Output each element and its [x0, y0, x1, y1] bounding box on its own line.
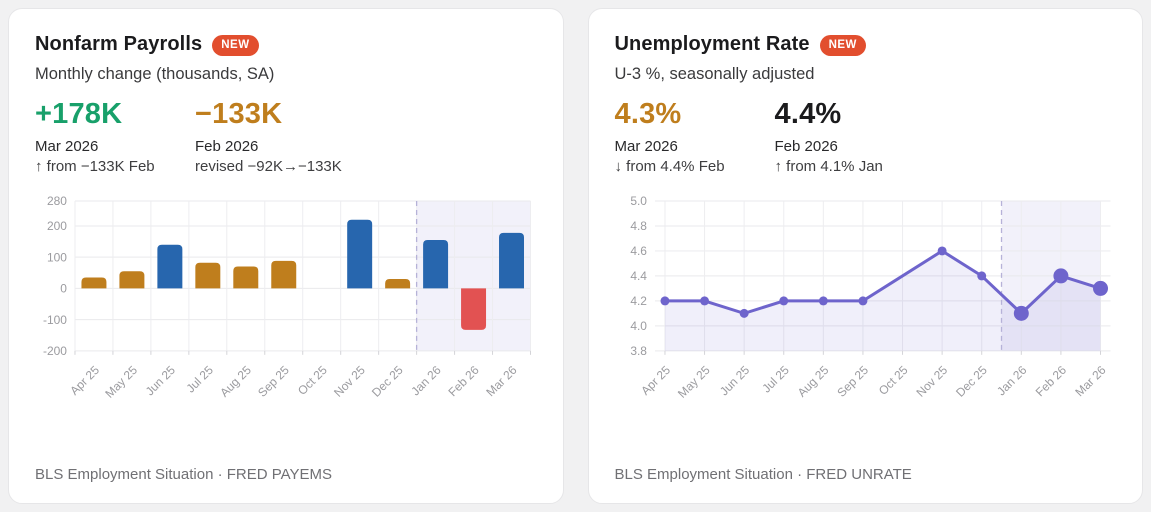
svg-text:Jun 25: Jun 25 — [716, 363, 752, 399]
svg-text:Jul 25: Jul 25 — [183, 363, 216, 396]
svg-text:Feb 26: Feb 26 — [1032, 363, 1068, 399]
stat-note: ↓ from 4.4% Feb — [614, 157, 725, 175]
stats-row: 4.3% Mar 2026 ↓ from 4.4% Feb 4.4% Feb 2… — [614, 98, 1117, 175]
card-title: Unemployment Rate — [614, 33, 810, 55]
svg-text:Aug 25: Aug 25 — [794, 363, 831, 400]
card-header: Nonfarm Payrolls NEW — [35, 33, 537, 56]
svg-text:5.0: 5.0 — [630, 194, 647, 208]
stat-note: revised −92K→−133K — [195, 157, 342, 175]
svg-text:100: 100 — [47, 250, 67, 264]
card-subtitle: Monthly change (thousands, SA) — [35, 65, 275, 83]
stat-value: 4.3% — [614, 98, 682, 130]
svg-text:4.8: 4.8 — [630, 219, 647, 233]
svg-text:May 25: May 25 — [675, 363, 713, 401]
card-title: Nonfarm Payrolls — [35, 33, 203, 55]
svg-text:4.4: 4.4 — [630, 269, 647, 283]
stat-value: −133K — [195, 98, 283, 130]
stats-row: +178K Mar 2026 ↑ from −133K Feb −133K Fe… — [35, 98, 537, 175]
svg-text:-100: -100 — [43, 313, 67, 327]
svg-text:Oct 25: Oct 25 — [295, 363, 330, 398]
stat-previous: −133K Feb 2026 revised −92K→−133K — [195, 98, 355, 175]
svg-text:Mar 26: Mar 26 — [1072, 363, 1108, 399]
svg-text:Jan 26: Jan 26 — [408, 363, 444, 399]
stat-note: ↑ from −133K Feb — [35, 157, 155, 175]
svg-text:200: 200 — [47, 219, 67, 233]
svg-text:4.2: 4.2 — [630, 294, 647, 308]
stat-latest: 4.3% Mar 2026 ↓ from 4.4% Feb — [614, 98, 775, 175]
svg-text:Jun 25: Jun 25 — [143, 363, 179, 399]
stat-note: ↑ from 4.1% Jan — [774, 157, 883, 175]
svg-text:Nov 25: Nov 25 — [331, 363, 368, 400]
svg-text:3.8: 3.8 — [630, 344, 647, 358]
svg-text:280: 280 — [47, 194, 67, 208]
stat-value: 4.4% — [774, 98, 842, 130]
new-badge: NEW — [212, 35, 259, 56]
source-line: BLS Employment Situation · FRED PAYEMS — [35, 466, 333, 483]
svg-text:Jul 25: Jul 25 — [759, 363, 792, 396]
svg-text:Dec 25: Dec 25 — [953, 363, 990, 400]
stat-period: Mar 2026 — [35, 137, 99, 155]
svg-text:Apr 25: Apr 25 — [67, 363, 102, 398]
svg-text:Nov 25: Nov 25 — [913, 363, 950, 400]
card-unemployment-rate[interactable]: Unemployment Rate NEW U-3 %, seasonally … — [587, 8, 1143, 504]
stat-period: Mar 2026 — [614, 137, 678, 155]
payrolls-chart: 280 200 100 0 -100 -200 Apr 25 May 25 Jun 25 Jul … — [35, 191, 537, 417]
card-nonfarm-payrolls[interactable]: Nonfarm Payrolls NEW Monthly change (tho… — [8, 8, 564, 504]
svg-text:Dec 25: Dec 25 — [369, 363, 406, 400]
card-header: Unemployment Rate NEW — [615, 33, 1117, 56]
svg-text:0: 0 — [60, 281, 67, 295]
svg-text:Mar 26: Mar 26 — [483, 363, 519, 399]
unemployment-chart: 5.0 4.8 4.6 4.4 4.2 4.0 3.8 Apr 25 May 25 Jun 25 J… — [615, 191, 1117, 417]
svg-text:May 25: May 25 — [102, 363, 140, 401]
source-line: BLS Employment Situation · FRED UNRATE — [614, 466, 912, 483]
stat-period: Feb 2026 — [774, 137, 838, 155]
svg-text:Oct 25: Oct 25 — [875, 363, 910, 398]
stat-period: Feb 2026 — [195, 137, 259, 155]
stat-value: +178K — [35, 98, 123, 130]
stat-latest: +178K Mar 2026 ↑ from −133K Feb — [35, 98, 195, 175]
svg-text:Aug 25: Aug 25 — [217, 363, 254, 400]
svg-text:Jan 26: Jan 26 — [994, 363, 1030, 399]
stat-previous: 4.4% Feb 2026 ↑ from 4.1% Jan — [774, 98, 935, 175]
svg-text:Feb 26: Feb 26 — [445, 363, 481, 399]
card-subtitle: U-3 %, seasonally adjusted — [614, 65, 815, 83]
svg-text:-200: -200 — [43, 344, 67, 358]
svg-text:4.0: 4.0 — [630, 319, 647, 333]
svg-text:Sep 25: Sep 25 — [255, 363, 292, 400]
new-badge: NEW — [819, 35, 866, 56]
svg-text:Apr 25: Apr 25 — [638, 363, 673, 398]
svg-text:4.6: 4.6 — [630, 244, 647, 258]
svg-text:Sep 25: Sep 25 — [834, 363, 871, 400]
